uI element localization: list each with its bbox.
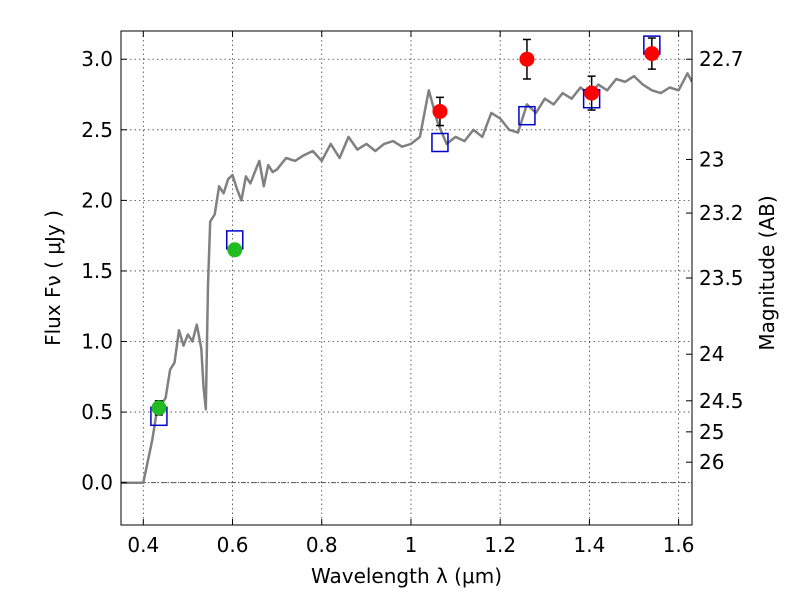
- model-spectrum-line: [121, 72, 692, 484]
- observed-data-point: [644, 46, 660, 62]
- y-tick-label: 3.0: [81, 47, 113, 71]
- y-tick-label: 0.0: [81, 471, 113, 495]
- plot-area: [121, 35, 692, 484]
- model-photometry-square: [518, 105, 536, 126]
- observed-data-point: [432, 103, 448, 119]
- x-tick-label: 1: [405, 533, 418, 557]
- y-axis-label: Flux Fν ( μJy ): [41, 210, 65, 346]
- magnitude-tick-label: 26: [699, 450, 724, 474]
- axes-frame: [120, 30, 693, 526]
- magnitude-tick-label: 22.7: [699, 47, 744, 71]
- plot-frame: [120, 30, 693, 526]
- x-tick-label: 0.4: [127, 533, 159, 557]
- y-tick-label: 1.5: [81, 259, 113, 283]
- x-tick-label: 0.6: [217, 533, 249, 557]
- y-tick-label: 2.0: [81, 188, 113, 212]
- x-tick-label: 1.4: [573, 533, 605, 557]
- observed-data-point: [227, 242, 243, 258]
- magnitude-tick-label: 23.2: [699, 201, 744, 225]
- magnitude-tick-label: 23: [699, 147, 724, 171]
- observed-data-point: [151, 400, 167, 416]
- magnitude-tick-label: 24.5: [699, 389, 744, 413]
- model-photometry-square: [431, 132, 449, 153]
- magnitude-tick-label: 23.5: [699, 266, 744, 290]
- x-tick-label: 0.8: [306, 533, 338, 557]
- x-tick-label: 1.6: [663, 533, 695, 557]
- grid-layer: [121, 31, 692, 525]
- right-axis-label: Magnitude (AB): [755, 195, 779, 350]
- observed-data-point: [519, 51, 535, 67]
- x-tick-label: 1.2: [484, 533, 516, 557]
- y-tick-label: 1.0: [81, 330, 113, 354]
- x-axis-label: Wavelength λ (μm): [311, 564, 502, 588]
- y-tick-label: 0.5: [81, 400, 113, 424]
- y-tick-label: 2.5: [81, 118, 113, 142]
- magnitude-tick-label: 25: [699, 420, 724, 444]
- magnitude-tick-label: 24: [699, 342, 724, 366]
- observed-data-point: [584, 85, 600, 101]
- tick-layer: 0.4 0.6 0.8 1 1.2 1.4 1.6 0.0 0.5 1.0 1.5 2.0 2.5 3.0…: [81, 31, 744, 557]
